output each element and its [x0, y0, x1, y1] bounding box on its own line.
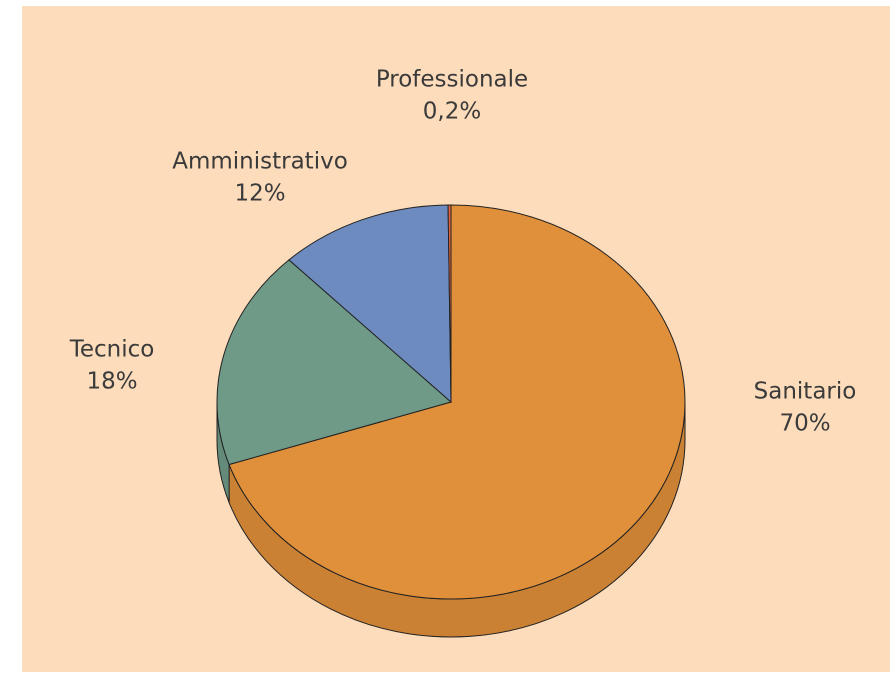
slice: [288, 204, 452, 404]
slice-label: Tecnico: [69, 337, 155, 363]
slice-value-label: 12%: [234, 181, 285, 207]
slice-value-label: 70%: [779, 411, 830, 437]
slice-label: Amministrativo: [172, 149, 348, 175]
slice-value-label: 0,2%: [423, 99, 481, 125]
slice: [228, 204, 686, 600]
slice: [447, 204, 452, 403]
slice: [216, 259, 453, 466]
slice-value-label: 18%: [86, 369, 137, 395]
slice-label: Sanitario: [754, 379, 857, 405]
slice-label: Professionale: [376, 67, 528, 93]
